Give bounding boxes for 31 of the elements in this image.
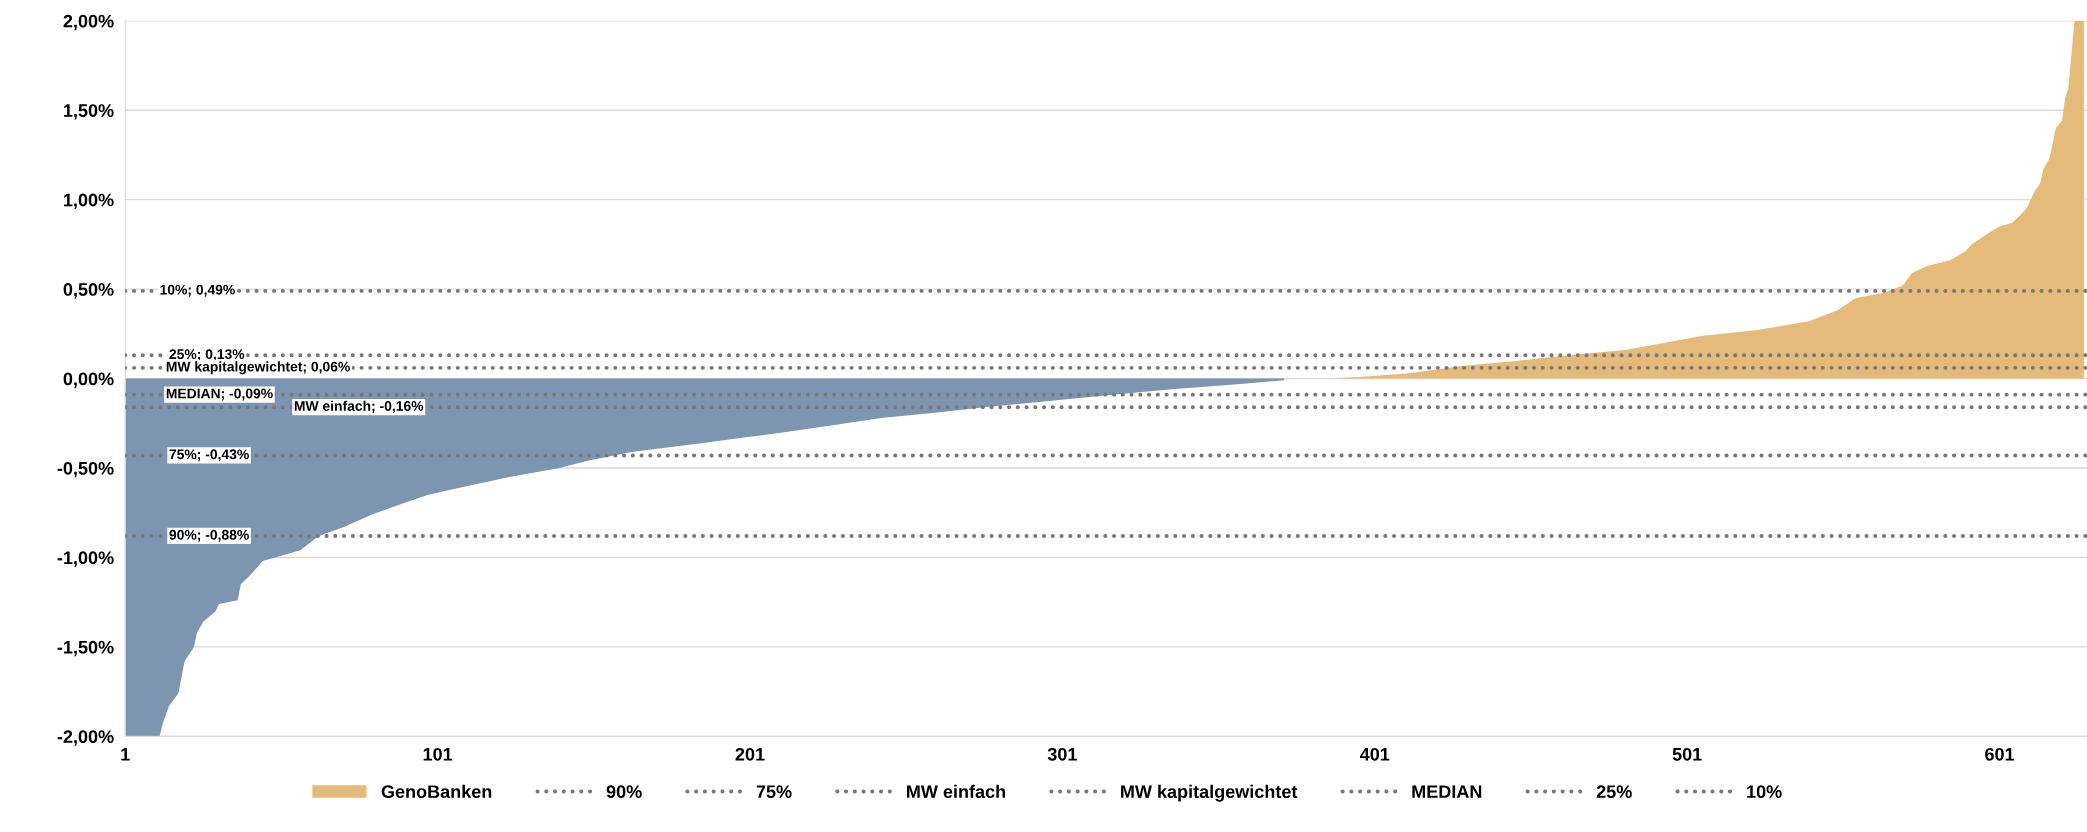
- annotation: MW einfach; -0,16%: [294, 400, 424, 413]
- x-tick-label: 101: [423, 747, 453, 761]
- x-tick-label: 601: [1985, 747, 2015, 761]
- y-tick-label: -0,50%: [57, 461, 114, 478]
- y-tick-label: 2,00%: [63, 14, 114, 31]
- legend-label: 90%: [606, 785, 642, 799]
- y-tick-label: 0,50%: [63, 283, 114, 299]
- legend-label: 10%: [1747, 785, 1782, 799]
- legend-label: GenoBanken: [381, 784, 492, 799]
- y-tick-label: -2,00%: [57, 730, 114, 746]
- annotation: 25%; 0,13%: [169, 349, 245, 362]
- legend-label: 25%: [1596, 785, 1632, 799]
- y-tick-label: 0,00%: [63, 372, 114, 388]
- annotation: MEDIAN; -0,09%: [166, 388, 273, 401]
- x-tick-label: 201: [735, 747, 765, 761]
- annotation: 10%; 0,49%: [160, 284, 235, 297]
- annotation: 75%; -0,43%: [169, 449, 249, 462]
- x-tick-label: 401: [1359, 747, 1390, 761]
- legend-label: MW einfach: [907, 784, 1006, 799]
- legend-label: 75%: [756, 785, 792, 799]
- x-tick-label: 1: [121, 748, 130, 761]
- legend-label: MW kapitalgewichtet: [1121, 784, 1298, 802]
- y-tick-label: -1,00%: [57, 551, 114, 567]
- annotation: 90%; -0,88%: [169, 529, 249, 542]
- y-tick-label: 1,50%: [64, 104, 114, 120]
- y-tick-label: -1,50%: [57, 640, 114, 657]
- y-tick-label: 1,00%: [64, 193, 114, 210]
- annotation: MW kapitalgewichtet; 0,06%: [166, 361, 350, 375]
- legend-label: MEDIAN: [1412, 785, 1482, 798]
- x-tick-label: 301: [1047, 747, 1077, 761]
- x-tick-label: 501: [1672, 747, 1702, 761]
